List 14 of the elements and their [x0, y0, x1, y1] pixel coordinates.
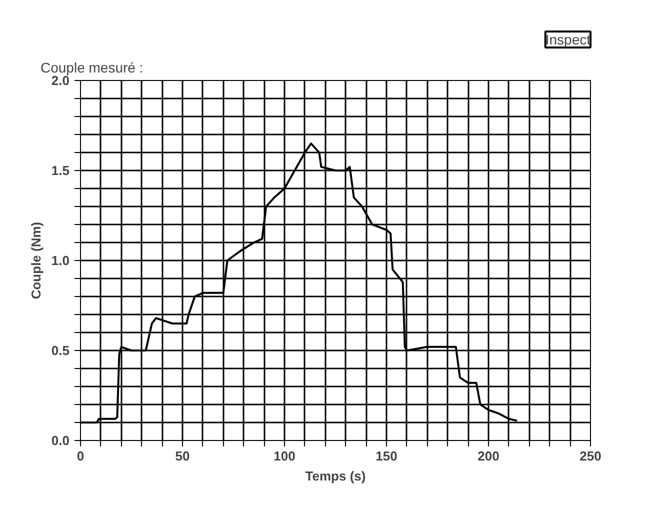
y-tick-label: 2.0	[51, 73, 70, 88]
chart-title: Couple mesuré :	[40, 60, 144, 76]
x-tick-label: 100	[274, 448, 296, 464]
x-tick-label: 200	[478, 448, 500, 464]
y-tick-label: 0.0	[51, 433, 70, 448]
y-axis-title: Couple (Nm)	[28, 222, 44, 300]
y-tick-label: 1.0	[51, 253, 70, 268]
x-tick-label: 150	[376, 448, 398, 464]
x-tick-label: 50	[175, 448, 190, 464]
x-tick-label: 250	[580, 448, 602, 464]
x-tick-label: 0	[76, 448, 84, 464]
y-tick-label: 0.5	[51, 343, 70, 358]
x-axis-title: Temps (s)	[305, 468, 366, 484]
y-tick-label: 1.5	[51, 163, 70, 178]
